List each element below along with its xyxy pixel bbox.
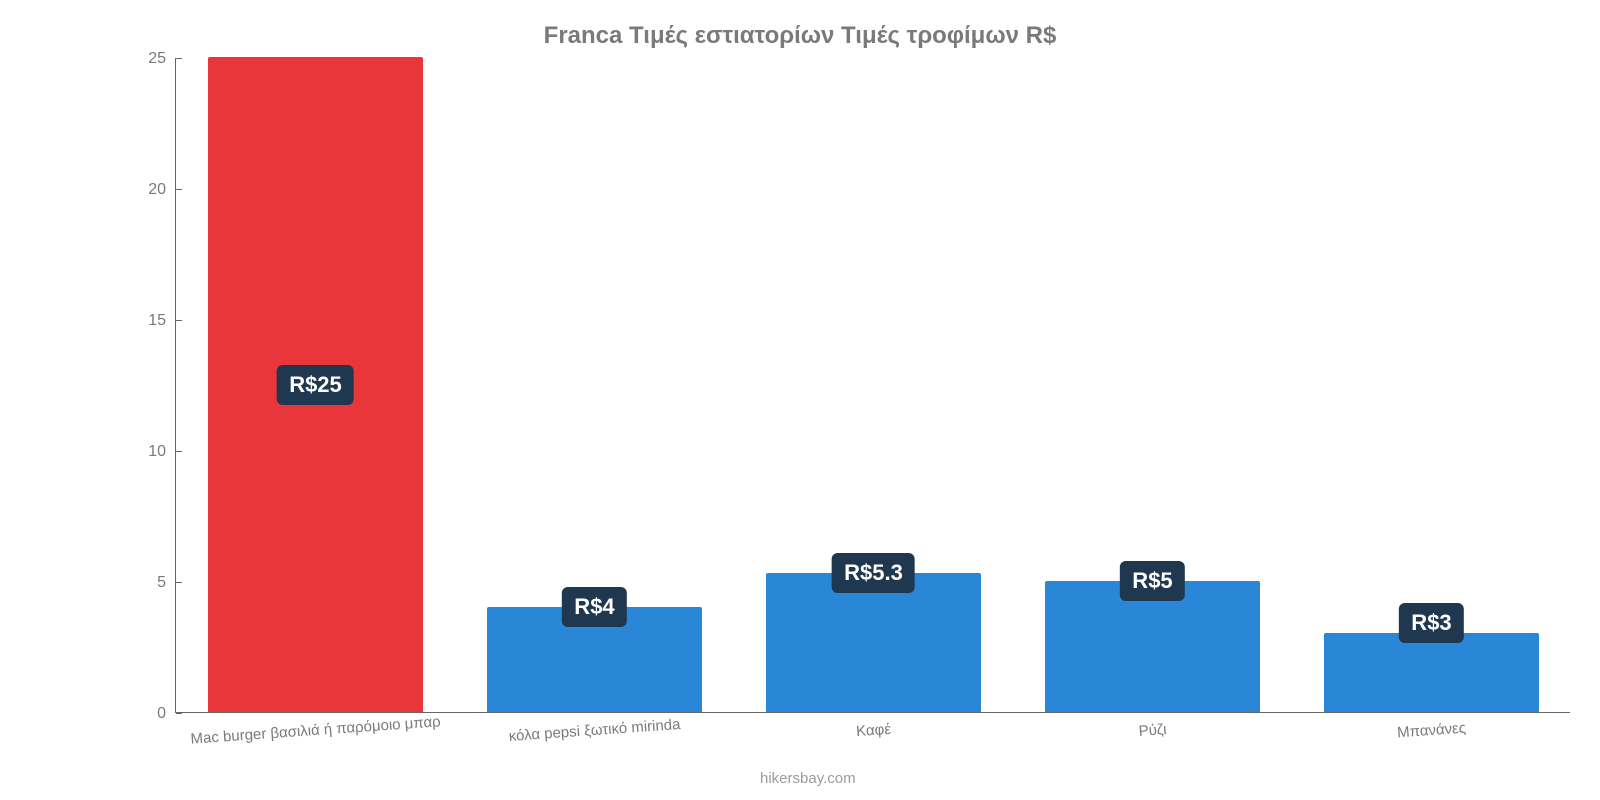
bar-value-badge: R$25: [277, 365, 354, 405]
bar-value-badge: R$3: [1399, 603, 1463, 643]
y-tick: 25: [176, 58, 182, 59]
x-axis-label: Καφέ: [856, 721, 892, 740]
y-tick-label: 5: [157, 574, 176, 592]
y-tick-label: 20: [148, 181, 176, 199]
y-tick: 0: [176, 713, 182, 714]
y-tick: 5: [176, 582, 182, 583]
x-axis-label: Mac burger βασιλιά ή παρόμοιο μπαρ: [190, 713, 441, 747]
y-tick-label: 10: [148, 443, 176, 461]
y-tick: 10: [176, 451, 182, 452]
bar-slot: R$3Μπανάνες: [1324, 57, 1539, 712]
x-axis-label: κόλα pepsi ξωτικό mirinda: [509, 716, 682, 745]
bar-slot: R$5Ρύζι: [1045, 57, 1260, 712]
bar-value-badge: R$5: [1120, 561, 1184, 601]
bar-slot: R$4κόλα pepsi ξωτικό mirinda: [487, 57, 702, 712]
bar-slot: R$25Mac burger βασιλιά ή παρόμοιο μπαρ: [208, 57, 423, 712]
bar-value-badge: R$5.3: [832, 553, 915, 593]
bar: [1324, 633, 1539, 712]
chart-title: Franca Τιμές εστιατορίων Τιμές τροφίμων …: [0, 22, 1600, 50]
bar-value-badge: R$4: [562, 587, 626, 627]
y-tick: 20: [176, 189, 182, 190]
attribution-text: hikersbay.com: [760, 770, 856, 787]
y-tick: 15: [176, 320, 182, 321]
bar-slot: R$5.3Καφέ: [766, 57, 981, 712]
bar: [766, 573, 981, 712]
y-tick-label: 25: [148, 50, 176, 68]
x-axis-label: Ρύζι: [1139, 721, 1168, 740]
x-axis-label: Μπανάνες: [1397, 720, 1467, 742]
price-bar-chart: Franca Τιμές εστιατορίων Τιμές τροφίμων …: [0, 0, 1600, 800]
y-tick-label: 15: [148, 312, 176, 330]
plot-area: 0 5 10 15 20 25 R$25Mac burger βασιλιά ή παρόμ…: [175, 58, 1570, 713]
y-tick-label: 0: [157, 705, 176, 723]
